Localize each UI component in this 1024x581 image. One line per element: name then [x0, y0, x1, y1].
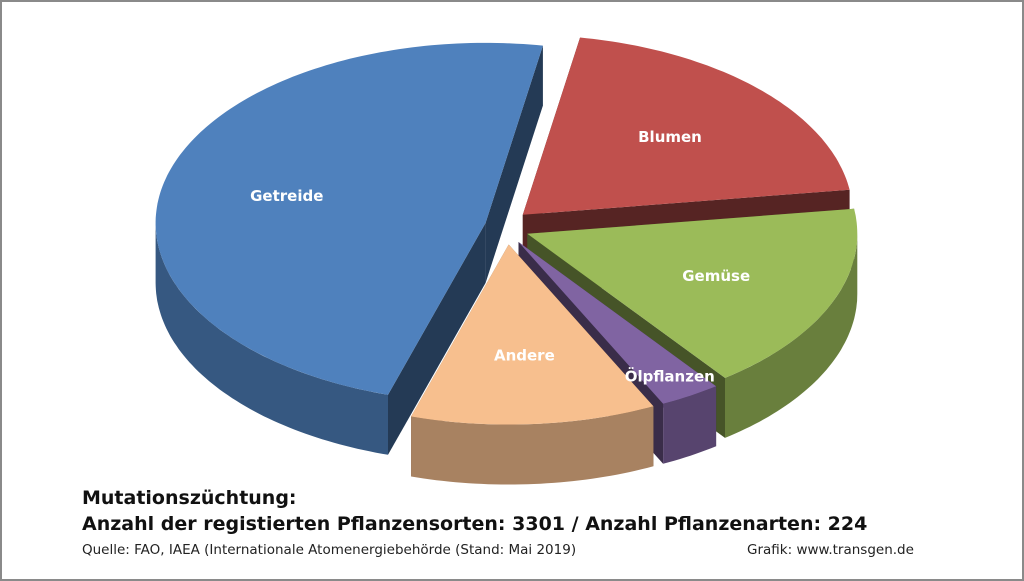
slice	[155, 42, 543, 395]
slice-label: Andere	[494, 346, 555, 364]
credit: Grafik: www.transgen.de	[747, 542, 914, 558]
slice-label: Getreide	[250, 187, 323, 205]
slice-side	[155, 222, 388, 455]
chart-title: Mutationszüchtung:	[82, 487, 297, 509]
slice	[411, 244, 654, 425]
slice-wall	[388, 222, 486, 455]
slice-label: Blumen	[638, 128, 702, 146]
slice-side	[411, 406, 654, 485]
slice-label: Ölpflanzen	[625, 367, 715, 386]
slice	[518, 242, 717, 404]
slice-wall	[485, 45, 543, 283]
slice-label: Gemüse	[682, 267, 750, 285]
slice-side	[663, 386, 717, 464]
slice-side	[725, 233, 858, 438]
chart-subtitle: Anzahl der registierten Pflanzensorten: …	[82, 513, 867, 535]
slice	[527, 208, 858, 378]
source: Quelle: FAO, IAEA (Internationale Atomen…	[82, 542, 576, 558]
slice	[522, 37, 850, 215]
